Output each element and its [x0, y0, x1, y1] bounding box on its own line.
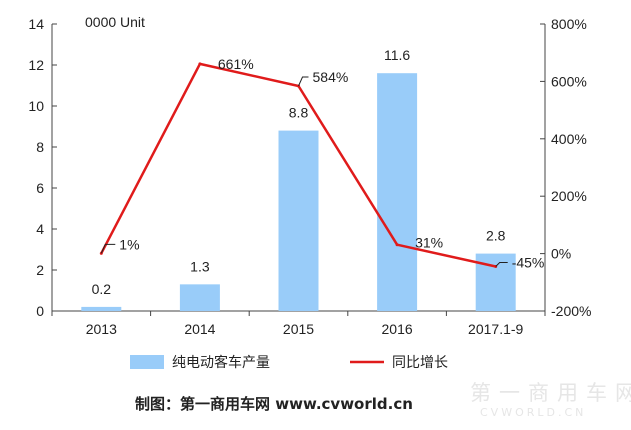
legend-label-bar: 纯电动客车产量: [172, 354, 270, 371]
bar-value-label: 0.2: [92, 281, 112, 297]
legend: 纯电动客车产量 同比增长: [130, 354, 448, 371]
bar-value-label: 8.8: [289, 105, 309, 121]
unit-label: 0000 Unit: [85, 14, 145, 30]
bar-series: [81, 73, 516, 311]
y-left-tick-label: 10: [28, 98, 44, 114]
line-label-leader: [100, 243, 116, 254]
line-value-label: -45%: [512, 255, 545, 271]
watermark-en: CVWORLD.CN: [480, 406, 586, 419]
x-tick-label: 2013: [86, 321, 117, 337]
y-left-tick-label: 12: [28, 57, 44, 73]
x-tick-label: 2014: [184, 321, 215, 337]
bar: [377, 73, 418, 311]
x-tick-label: 2015: [283, 321, 314, 337]
bar: [278, 130, 319, 311]
line-value-label: 31%: [415, 235, 443, 251]
y-left-tick-label: 4: [36, 221, 44, 237]
line-value-label: 661%: [218, 56, 254, 72]
line-point: [395, 243, 399, 247]
y-left-tick-label: 0: [36, 303, 44, 319]
y-left-tick-label: 2: [36, 262, 44, 278]
bar-value-label: 1.3: [190, 258, 210, 274]
watermark-cn: 第一商用车网: [470, 381, 631, 405]
y-right-tick-label: 0%: [551, 246, 571, 262]
data-labels: 0.2 1.3 8.8 11.6 2.8 1% 661% 584% 31% -45%: [92, 47, 545, 297]
bar-value-label: 11.6: [384, 47, 410, 63]
legend-label-line: 同比增长: [392, 355, 448, 371]
watermark: 第一商用车网 CVWORLD.CN: [470, 381, 631, 419]
y-right-tick-label: -200%: [551, 303, 591, 319]
axes: 0 2 4 6 8 10 12 14 -200% 0% 200% 400% 600% 800% 2013 20…: [28, 16, 591, 337]
y-left-tick-label: 14: [28, 16, 44, 32]
y-right-tick-label: 400%: [551, 131, 587, 147]
x-tick-label: 2016: [382, 321, 413, 337]
y-right-tick-label: 200%: [551, 188, 587, 204]
legend-swatch-bar: [130, 355, 164, 369]
x-tick-label: 2017.1-9: [468, 321, 523, 337]
credit-text: 制图：第一商用车网 www.cvworld.cn: [135, 395, 413, 413]
bar: [179, 284, 220, 311]
line-value-label: 1%: [119, 236, 139, 252]
line-label-leader: [495, 262, 508, 267]
line-point: [198, 62, 202, 66]
y-right-tick-label: 800%: [551, 16, 587, 32]
bar: [81, 306, 122, 311]
y-left-tick-label: 6: [36, 180, 44, 196]
line-value-label: 584%: [313, 69, 349, 85]
line-label-leader: [298, 76, 309, 87]
y-right-tick-label: 600%: [551, 73, 587, 89]
bar-value-label: 2.8: [486, 228, 506, 244]
y-left-tick-label: 8: [36, 139, 44, 155]
